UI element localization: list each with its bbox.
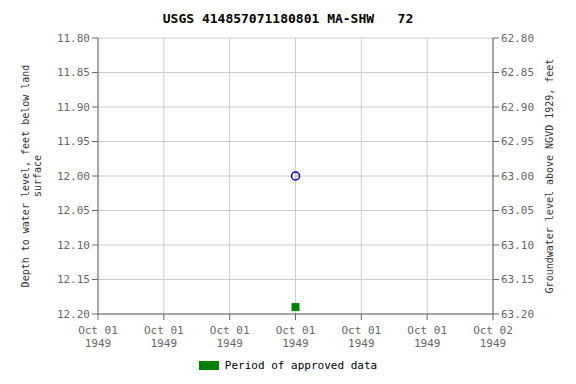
svg-text:Groundwater level above NGVD 1: Groundwater level above NGVD 1929, feet [544, 59, 555, 294]
svg-text:Oct 021949: Oct 021949 [473, 324, 513, 350]
svg-text:11.85: 11.85 [57, 66, 90, 79]
svg-text:63.15: 63.15 [501, 273, 534, 286]
svg-text:62.90: 62.90 [501, 101, 534, 114]
svg-text:Oct 011949: Oct 011949 [78, 324, 118, 350]
svg-text:12.00: 12.00 [57, 170, 90, 183]
html-text:Period of approved data: Period of approved data [224, 358, 378, 372]
svg-text:63.00: 63.00 [501, 170, 534, 183]
svg-text:12.15: 12.15 [57, 273, 90, 286]
svg-text:Oct 011949: Oct 011949 [144, 324, 184, 350]
svg-text:Depth to water level, feet bel: Depth to water level, feet below landsur… [20, 65, 43, 288]
svg-text:12.20: 12.20 [57, 308, 90, 321]
svg-text:12.05: 12.05 [57, 204, 90, 217]
svg-text:62.85: 62.85 [501, 66, 534, 79]
svg-text:62.95: 62.95 [501, 135, 534, 148]
svg-text:11.80: 11.80 [57, 32, 90, 45]
html-text:USGS 414857071180801 MA-SHW 72: USGS 414857071180801 MA-SHW 72 [162, 11, 414, 26]
svg-text:62.80: 62.80 [501, 32, 534, 45]
svg-text:63.10: 63.10 [501, 239, 534, 252]
svg-text:12.10: 12.10 [57, 239, 90, 252]
svg-text:63.05: 63.05 [501, 204, 534, 217]
svg-text:63.20: 63.20 [501, 308, 534, 321]
svg-text:Oct 011949: Oct 011949 [407, 324, 447, 350]
svg-text:Oct 011949: Oct 011949 [341, 324, 381, 350]
svg-text:Oct 011949: Oct 011949 [276, 324, 316, 350]
svg-text:11.90: 11.90 [57, 101, 90, 114]
svg-text:Oct 011949: Oct 011949 [210, 324, 250, 350]
svg-text:11.95: 11.95 [57, 135, 90, 148]
